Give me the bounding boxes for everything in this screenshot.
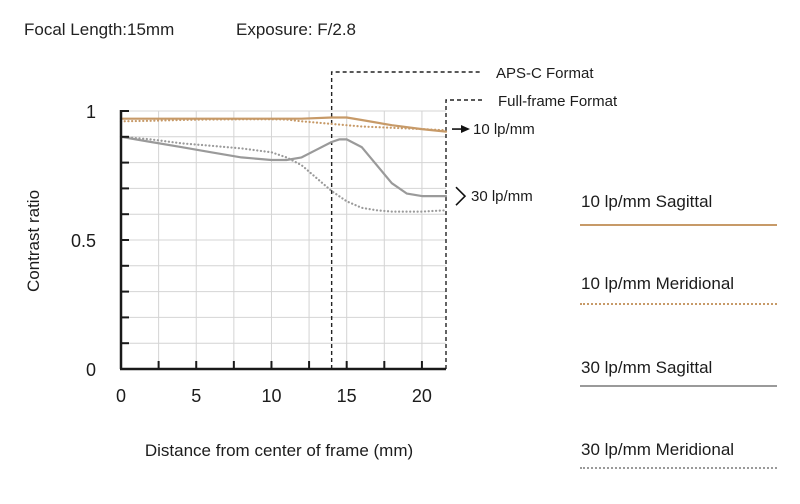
legend-label: 30 lp/mm Meridional (581, 440, 735, 459)
annotation-arrow-head (461, 125, 470, 134)
focal-length-label: Focal Length:15mm (24, 20, 175, 39)
exposure-label: Exposure: F/2.8 (236, 20, 357, 39)
format-label: Full-frame Format (498, 93, 618, 110)
format-line-aps-c (330, 71, 482, 369)
y-axis-label: Contrast ratio (24, 190, 43, 292)
legend-label: 10 lp/mm Meridional (581, 274, 735, 293)
annotation-label: 30 lp/mm (471, 188, 533, 205)
x-tick-label: 0 (116, 386, 126, 406)
legend-label: 10 lp/mm Sagittal (581, 192, 713, 211)
legend-label: 30 lp/mm Sagittal (581, 358, 713, 377)
chart-gridlines (121, 110, 446, 369)
annotation-label: 10 lp/mm (473, 121, 535, 138)
series-line-10-lp-mm-meridional (119, 118, 448, 132)
series-line-10-lp-mm-sagittal (119, 116, 448, 133)
y-tick-label: 0 (86, 360, 96, 380)
format-label: APS-C Format (496, 65, 594, 82)
y-tick-label: 1 (86, 102, 96, 122)
x-tick-label: 15 (337, 386, 357, 406)
x-tick-label: 10 (261, 386, 281, 406)
curve-annotations: 10 lp/mm 30 lp/mm (452, 121, 535, 206)
x-tick-label: 20 (412, 386, 432, 406)
chart-series (119, 116, 448, 213)
series-line-30-lp-mm-sagittal (119, 135, 448, 198)
x-tick-label: 5 (191, 386, 201, 406)
annotation-bracket (455, 186, 467, 206)
x-axis-label: Distance from center of frame (mm) (145, 441, 413, 460)
format-lines: APS-C Format Full-frame Format (330, 65, 618, 369)
y-tick-label: 0.5 (71, 231, 96, 251)
legend-swatch (580, 467, 777, 469)
format-line-full-frame (445, 99, 484, 369)
legend-swatch (580, 385, 777, 387)
legend-swatch (580, 224, 777, 226)
series-line-30-lp-mm-meridional (119, 135, 448, 213)
legend-swatch (580, 303, 777, 305)
chart-axes: 0 5 10 15 20 0 0.5 1 (71, 102, 446, 406)
